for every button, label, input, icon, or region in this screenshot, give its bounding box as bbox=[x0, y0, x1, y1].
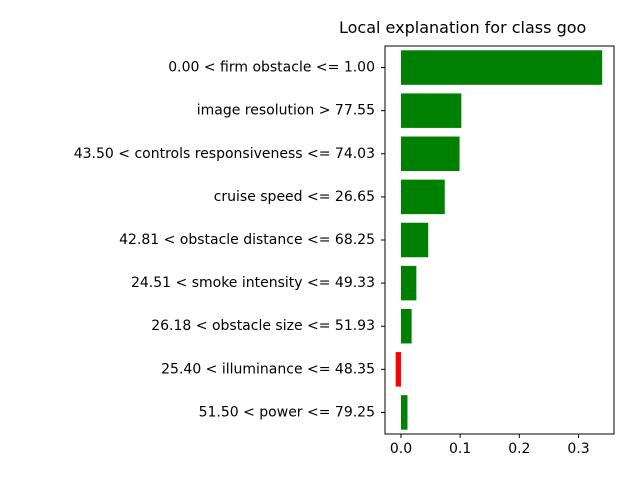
x-tick-label: 0.3 bbox=[567, 441, 589, 457]
chart-title: Local explanation for class goo bbox=[339, 18, 586, 37]
bar bbox=[400, 395, 408, 430]
y-tick-label: 24.51 < smoke intensity <= 49.33 bbox=[131, 275, 375, 291]
bar bbox=[400, 50, 603, 85]
y-tick-label: 42.81 < obstacle distance <= 68.25 bbox=[119, 232, 375, 248]
x-tick-label: 0.0 bbox=[390, 441, 412, 457]
bars-group bbox=[395, 50, 603, 430]
bar bbox=[400, 136, 460, 172]
bar bbox=[400, 308, 412, 344]
y-tick-label: 25.40 < illuminance <= 48.35 bbox=[161, 361, 375, 377]
bar bbox=[400, 222, 429, 258]
y-tick-label: image resolution > 77.55 bbox=[197, 103, 375, 119]
y-tick-label: 0.00 < firm obstacle <= 1.00 bbox=[168, 60, 375, 76]
y-tick-label: 51.50 < power <= 79.25 bbox=[199, 404, 375, 420]
y-tick-label: 26.18 < obstacle size <= 51.93 bbox=[151, 318, 375, 334]
bar bbox=[400, 265, 417, 301]
x-ticks: 0.0 0.1 0.2 0.3 bbox=[390, 434, 590, 457]
y-tick-label: cruise speed <= 26.65 bbox=[214, 189, 375, 205]
x-tick-label: 0.2 bbox=[508, 441, 530, 457]
bar bbox=[400, 93, 462, 128]
y-tick-label: 43.50 < controls responsiveness <= 74.03 bbox=[74, 146, 375, 162]
bar bbox=[395, 352, 401, 387]
bar bbox=[400, 179, 445, 215]
y-tick-labels: 0.00 < firm obstacle <= 1.00 image resolu… bbox=[74, 60, 385, 420]
axes-frame bbox=[384, 45, 615, 435]
x-tick-label: 0.1 bbox=[449, 441, 471, 457]
